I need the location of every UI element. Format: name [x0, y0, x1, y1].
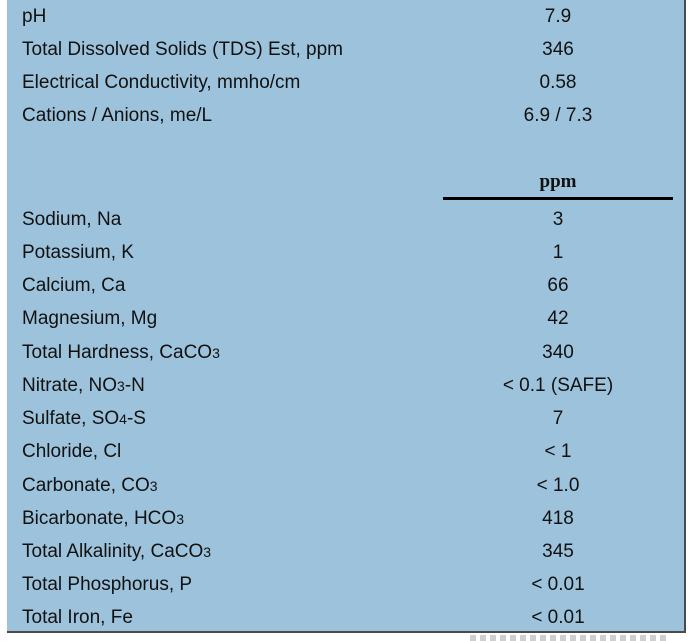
row-value: 7.9 — [544, 6, 572, 27]
row-value: < 0.01 — [531, 574, 585, 595]
row-value: 0.58 — [539, 72, 577, 93]
table-row: Sodium, Na 3 — [7, 203, 684, 236]
row-value: 340 — [542, 342, 574, 363]
column-header-ppm: ppm — [539, 171, 577, 192]
clipped-text-fragment — [470, 635, 670, 641]
row-label: Electrical Conductivity, mmho/cm — [22, 72, 301, 93]
row-value: 1 — [552, 242, 564, 263]
row-label: Sulfate, SO4-S — [22, 408, 146, 429]
row-value: 345 — [542, 541, 574, 562]
water-analysis-table: pH 7.9 Total Dissolved Solids (TDS) Est,… — [7, 0, 686, 633]
table-row: Sulfate, SO4-S 7 — [7, 402, 684, 435]
table-row: Nitrate, NO3-N < 0.1 (SAFE) — [7, 369, 684, 402]
row-label: Potassium, K — [22, 242, 134, 263]
row-label: Total Hardness, CaCO3 — [22, 342, 220, 363]
table-row: Electrical Conductivity, mmho/cm 0.58 — [7, 66, 684, 99]
header-underline — [443, 197, 673, 200]
row-label: Total Dissolved Solids (TDS) Est, ppm — [22, 39, 343, 60]
row-value: < 1.0 — [536, 475, 580, 496]
row-value: 3 — [552, 209, 564, 230]
row-value: 42 — [547, 308, 569, 329]
table-row: Total Phosphorus, P < 0.01 — [7, 568, 684, 601]
row-label: Magnesium, Mg — [22, 308, 158, 329]
table-row: Carbonate, CO3 < 1.0 — [7, 469, 684, 502]
row-label: Total Phosphorus, P — [22, 574, 193, 595]
table-row: Cations / Anions, me/L 6.9 / 7.3 — [7, 99, 684, 132]
row-value: 7 — [552, 408, 564, 429]
table-row: Potassium, K 1 — [7, 236, 684, 269]
row-value: 66 — [547, 275, 569, 296]
row-value: 418 — [542, 508, 574, 529]
row-value: < 0.01 — [531, 607, 585, 628]
row-label: Nitrate, NO3-N — [22, 375, 145, 396]
row-label: Sodium, Na — [22, 209, 122, 230]
row-label: Carbonate, CO3 — [22, 475, 158, 496]
row-value: < 1 — [544, 441, 572, 462]
row-label: Chloride, Cl — [22, 441, 122, 462]
row-label: Total Iron, Fe — [22, 607, 133, 628]
row-label: Total Alkalinity, CaCO3 — [22, 541, 212, 562]
table-row: Calcium, Ca 66 — [7, 269, 684, 302]
row-value: 346 — [542, 39, 574, 60]
table-row: Chloride, Cl < 1 — [7, 435, 684, 468]
table-row: Total Dissolved Solids (TDS) Est, ppm 34… — [7, 33, 684, 66]
table-row: Total Hardness, CaCO3 340 — [7, 336, 684, 369]
table-row: pH 7.9 — [7, 0, 684, 33]
row-label: Bicarbonate, HCO3 — [22, 508, 184, 529]
row-label: Calcium, Ca — [22, 275, 126, 296]
table-row: Magnesium, Mg 42 — [7, 302, 684, 335]
table-row: Total Alkalinity, CaCO3 345 — [7, 535, 684, 568]
row-label: pH — [22, 6, 47, 27]
table-row: Bicarbonate, HCO3 418 — [7, 502, 684, 535]
row-value: 6.9 / 7.3 — [523, 105, 593, 126]
table-row: Total Iron, Fe < 0.01 — [7, 601, 684, 634]
row-label: Cations / Anions, me/L — [22, 105, 213, 126]
row-value: < 0.1 (SAFE) — [502, 375, 614, 396]
